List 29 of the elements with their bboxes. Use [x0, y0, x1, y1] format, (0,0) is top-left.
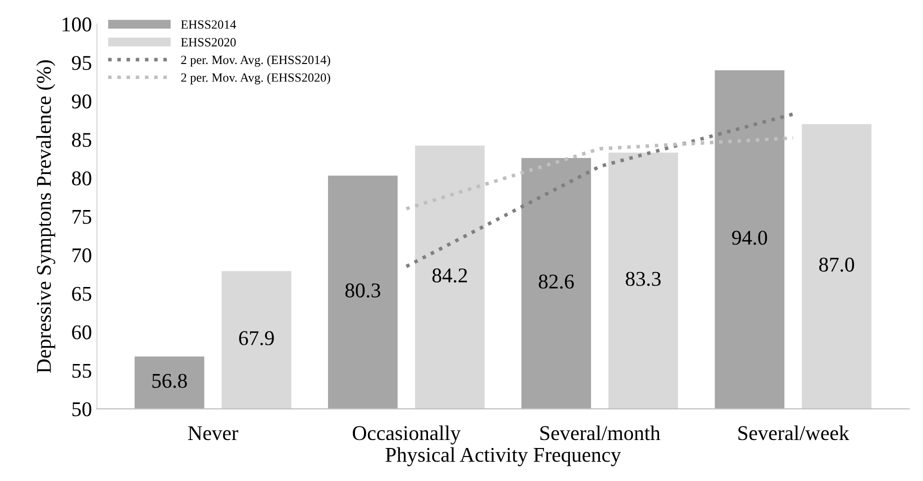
y-tick-label: 100: [62, 17, 92, 32]
y-tick-label: 60: [72, 325, 92, 340]
x-axis-title: Physical Activity Frequency: [386, 447, 621, 466]
y-tick-label: 80: [72, 171, 92, 186]
y-tick-label: 55: [72, 364, 92, 378]
x-tick-label: Never: [188, 426, 238, 440]
data-label: 56.8: [152, 374, 187, 388]
x-tick-label: Several/week: [738, 426, 850, 440]
legend-label: 2 per. Mov. Avg. (EHSS2014): [181, 55, 330, 67]
y-tick-label: 65: [72, 286, 92, 301]
data-label: 82.6: [538, 274, 574, 289]
data-label: 83.3: [626, 272, 661, 286]
data-label: 87.0: [819, 258, 854, 272]
data-label: 94.0: [732, 230, 768, 245]
y-axis-title: Depressive Symptons Prevalence (%): [36, 60, 56, 373]
x-tick-label: Several/month: [540, 426, 660, 440]
y-tick-label: 70: [72, 248, 92, 262]
y-tick-label: 85: [72, 132, 92, 147]
x-tick-label: Occasionally: [352, 426, 461, 444]
y-tick-label: 90: [72, 94, 92, 108]
data-label: 67.9: [239, 331, 274, 346]
legend-label: EHSS2020: [181, 38, 236, 46]
legend-label: EHSS2014: [181, 20, 236, 29]
y-tick-label: 75: [72, 210, 92, 224]
data-label: 84.2: [432, 268, 467, 283]
y-tick-label: 95: [72, 56, 92, 70]
y-tick-label: 50: [72, 402, 92, 416]
data-label: 80.3: [345, 283, 380, 298]
legend-label: 2 per. Mov. Avg. (EHSS2020): [181, 73, 330, 84]
